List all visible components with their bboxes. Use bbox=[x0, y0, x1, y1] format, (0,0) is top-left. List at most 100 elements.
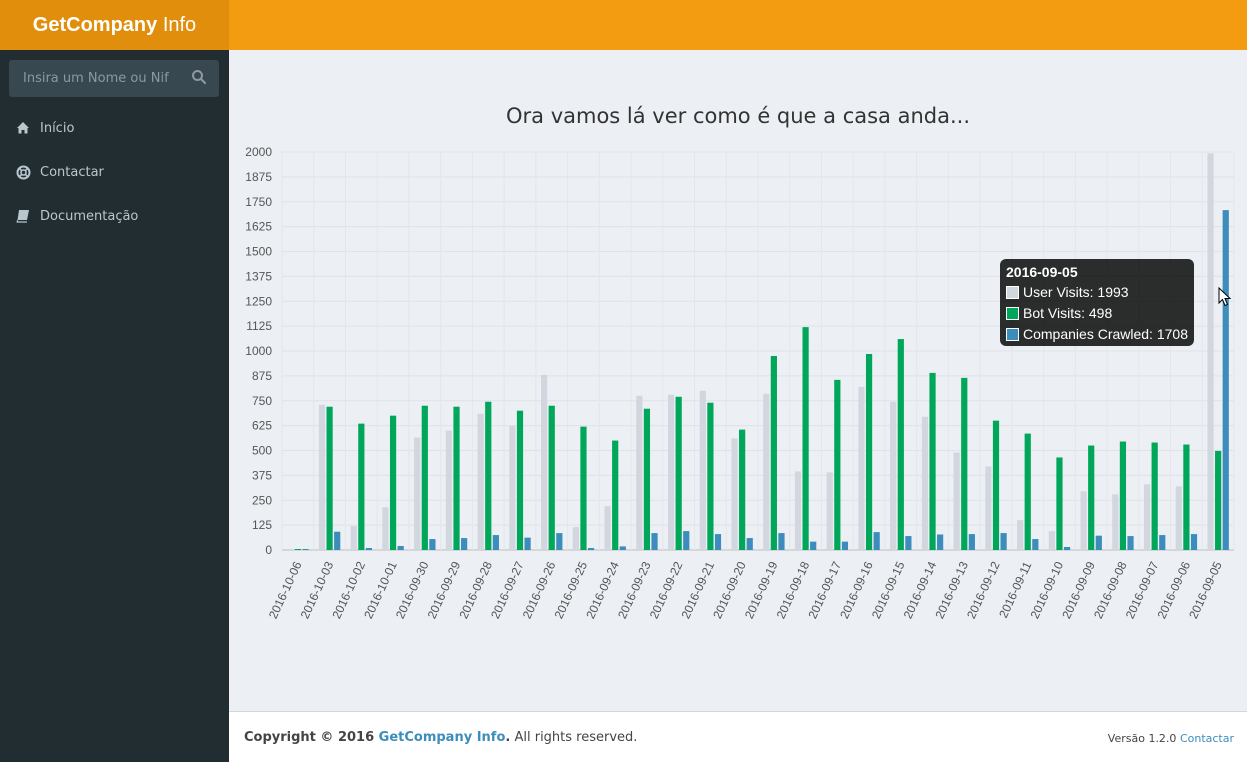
chart-bar bbox=[1207, 153, 1214, 550]
chart-bar bbox=[929, 372, 936, 550]
tooltip-text: Bot Visits: 498 bbox=[1023, 305, 1113, 321]
version-text: Versão 1.2.0 bbox=[1107, 732, 1180, 745]
brand-link[interactable]: GetCompany Info bbox=[378, 730, 506, 745]
x-tick-label: 2016-09-05 bbox=[1186, 559, 1225, 621]
chart-bar bbox=[287, 549, 294, 550]
chart-bar bbox=[516, 410, 524, 550]
copyright: Copyright © 2016 GetCompany Info. All ri… bbox=[244, 730, 638, 745]
search-input[interactable] bbox=[9, 60, 179, 97]
chart-bar bbox=[1183, 444, 1190, 550]
chart-bar bbox=[992, 420, 1000, 550]
chart-bar bbox=[334, 531, 341, 550]
tooltip-text: Companies Crawled: 1708 bbox=[1023, 326, 1188, 342]
chart-bar bbox=[414, 437, 421, 550]
tooltip-swatch bbox=[1006, 328, 1019, 341]
y-tick-label: 875 bbox=[252, 369, 272, 383]
y-tick-label: 2000 bbox=[245, 145, 272, 159]
chart-bar bbox=[541, 374, 548, 550]
chart-bar bbox=[350, 526, 357, 550]
chart-bar bbox=[1017, 520, 1024, 550]
chart-bar bbox=[429, 539, 436, 550]
chart-bar bbox=[358, 423, 365, 550]
chart-bar bbox=[731, 438, 738, 550]
chart-bar bbox=[1190, 534, 1198, 550]
contact-link[interactable]: Contactar bbox=[1179, 732, 1234, 745]
chart-bar bbox=[1032, 539, 1039, 550]
brand-name-bold: GetCompany bbox=[32, 14, 158, 36]
chart-tooltip: 2016-09-05 User Visits: 1993 Bot Visits:… bbox=[1000, 259, 1194, 346]
chart-bar bbox=[612, 440, 619, 550]
page-title: Ora vamos lá ver como é que a casa anda.… bbox=[505, 104, 970, 128]
y-tick-label: 250 bbox=[252, 493, 272, 507]
chart-bar bbox=[556, 533, 563, 550]
sidebar-item-contactar[interactable]: Contactar bbox=[0, 151, 229, 195]
chart-bar bbox=[580, 426, 587, 550]
search-button[interactable] bbox=[191, 69, 211, 89]
chart-bar bbox=[1024, 433, 1031, 550]
chart-bar bbox=[707, 402, 714, 550]
chart-bar bbox=[421, 405, 428, 550]
chart-bar bbox=[1222, 210, 1229, 550]
chart-bar bbox=[604, 506, 611, 550]
chart-bar bbox=[326, 406, 333, 550]
chart-bar bbox=[897, 339, 904, 550]
chart-bar bbox=[905, 536, 912, 550]
search-box bbox=[9, 60, 219, 97]
chart-bar bbox=[714, 534, 722, 550]
chart-bar bbox=[1056, 457, 1063, 550]
chart-bar bbox=[763, 393, 770, 550]
sidebar-item-inicio[interactable]: Início bbox=[0, 107, 229, 151]
chart-bar bbox=[485, 401, 492, 550]
chart-bar bbox=[841, 541, 849, 550]
chart-bar bbox=[858, 386, 865, 550]
chart-bar bbox=[770, 355, 777, 550]
y-tick-label: 0 bbox=[265, 543, 272, 557]
chart-bar bbox=[619, 546, 626, 550]
sidebar: GetCompany Info Início Contactar bbox=[0, 0, 229, 762]
bar-chart[interactable]: 0 125 250 375 500 625 750 875 1000 1125 1250 1375 15… bbox=[229, 130, 1247, 630]
chart-bar bbox=[921, 416, 929, 550]
chart-bar bbox=[810, 541, 817, 550]
chart-bar bbox=[382, 507, 389, 550]
chart-bar bbox=[1048, 531, 1055, 550]
search-icon bbox=[192, 70, 207, 85]
home-icon bbox=[16, 121, 32, 137]
chart-bar bbox=[739, 429, 746, 550]
chart-bar bbox=[834, 379, 841, 550]
chart-bar bbox=[651, 533, 658, 550]
y-tick-label: 625 bbox=[252, 419, 272, 433]
chart-bar bbox=[1112, 494, 1119, 550]
footer: Copyright © 2016 GetCompany Info. All ri… bbox=[229, 711, 1247, 762]
chart-bar bbox=[365, 548, 373, 550]
chart-bar bbox=[1175, 486, 1182, 550]
brand-name-light: Info bbox=[157, 14, 197, 36]
chart-bar bbox=[1119, 441, 1127, 550]
chart-bar bbox=[746, 538, 753, 550]
sidebar-item-documentacao[interactable]: Documentação bbox=[0, 195, 229, 239]
chart-bar bbox=[1000, 533, 1007, 550]
y-tick-label: 500 bbox=[252, 444, 272, 458]
chart-bar bbox=[397, 546, 404, 550]
chart-bar bbox=[643, 408, 651, 550]
chart-bar bbox=[524, 537, 531, 550]
chart-bar bbox=[985, 466, 992, 550]
chart-bar bbox=[572, 527, 579, 550]
chart-bar bbox=[937, 534, 944, 550]
y-tick-label: 375 bbox=[252, 468, 272, 482]
chart-bar bbox=[667, 394, 675, 550]
chart-bar bbox=[683, 531, 690, 550]
chart-bar bbox=[636, 395, 643, 550]
chart-bar bbox=[794, 471, 802, 550]
chart-bar bbox=[294, 549, 301, 550]
chart-bar bbox=[961, 377, 968, 550]
chart-bar bbox=[1143, 484, 1151, 550]
book-icon bbox=[16, 209, 32, 225]
chart-bar bbox=[890, 401, 897, 550]
brand-logo[interactable]: GetCompany Info bbox=[0, 0, 229, 50]
copyright-prefix: Copyright © 2016 bbox=[244, 730, 379, 745]
chart-bar bbox=[873, 532, 880, 550]
chart-bar bbox=[1127, 536, 1134, 550]
chart-bar bbox=[1063, 547, 1071, 550]
chart-bar bbox=[1080, 491, 1087, 550]
y-tick-label: 1500 bbox=[245, 245, 272, 259]
